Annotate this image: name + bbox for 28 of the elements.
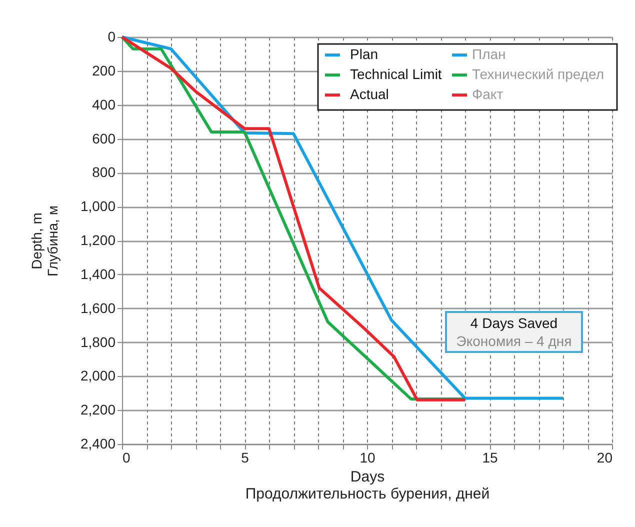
y-tick-label: 1,200	[80, 232, 116, 248]
annotation: Факт	[472, 86, 504, 102]
y-tick-label: 600	[92, 130, 116, 146]
x-tick-label: 10	[360, 450, 376, 466]
x-tick-label: 15	[482, 450, 498, 466]
annotation: 4 Days Saved	[470, 315, 558, 331]
y-tick-label: 400	[92, 96, 116, 112]
x-tick-label: 20	[596, 450, 613, 466]
x-axis-title: Days Продолжительность бурения, дней	[245, 468, 490, 502]
y-tick-label: 1,400	[80, 266, 116, 282]
legend-label: Actual	[350, 86, 389, 102]
y-tick-label: 1,600	[80, 300, 116, 316]
y-axis-title: Depth, m Глубина, м	[28, 206, 60, 276]
y-tick-label: 800	[92, 164, 116, 180]
y-tick-label: 0	[108, 28, 116, 44]
annotation: Технический предел	[472, 66, 604, 82]
annotation: Экономия – 4 дня	[456, 333, 572, 349]
legend-label: Technical Limit	[350, 66, 442, 82]
x-tick-label: 0	[122, 450, 130, 466]
y-tick-label: 2,000	[80, 368, 116, 384]
annotation: План	[472, 46, 506, 62]
y-tick-label: 2,200	[80, 402, 116, 418]
y-tick-label: 200	[92, 62, 116, 78]
y-tick-label: 2,400	[80, 436, 116, 452]
y-tick-label: 1,800	[80, 334, 116, 350]
y-tick-label: 1,000	[80, 198, 116, 214]
x-tick-label: 5	[241, 450, 250, 466]
legend-label: Plan	[350, 46, 378, 62]
